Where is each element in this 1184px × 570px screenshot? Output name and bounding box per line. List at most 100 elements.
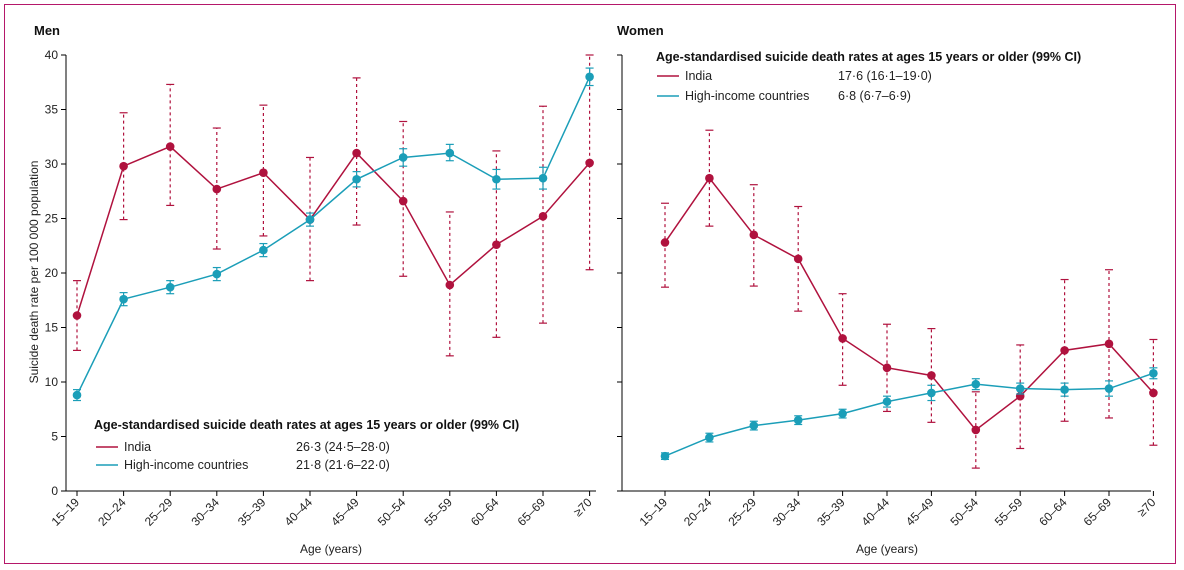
women-x-tick-label: 55–59 <box>992 495 1026 529</box>
women-hic-point <box>1015 384 1025 393</box>
men-y-tick-label: 35 <box>45 103 59 117</box>
men-x-tick-label: 55–59 <box>421 495 455 529</box>
men-india-point <box>72 311 82 320</box>
men-x-axis-label: Age (years) <box>300 542 362 556</box>
women-hic-point <box>749 421 759 430</box>
women-hic-point <box>882 397 892 406</box>
men-y-tick-label: 25 <box>45 212 59 226</box>
men-y-tick-label: 15 <box>45 321 59 335</box>
men-hic-point <box>72 390 82 400</box>
men-hic-point <box>305 215 315 224</box>
men-x-tick-label: 15–19 <box>49 495 83 529</box>
women-india-point <box>793 254 803 264</box>
men-india-point <box>585 158 594 168</box>
men-india-point <box>212 184 222 194</box>
women-plot: 15–19 20–24 25–29 30–34 35–39 40–44 45–49 50–54… <box>617 54 1159 529</box>
men-india-point <box>352 148 361 158</box>
women-hic-point <box>660 451 670 461</box>
men-india-line <box>76 145 591 316</box>
men-y-tick-label: 40 <box>45 48 59 62</box>
plot-layer: 0 5 10 15 20 25 30 35 40 15–19 20–24 25–29 30–34 35–3… <box>45 48 1159 529</box>
women-hic-point <box>971 379 981 389</box>
women-x-tick-label: 35–39 <box>814 495 848 529</box>
men-y-tick-label: 5 <box>51 430 58 444</box>
men-legend: Age-standardised suicide death rates at … <box>94 418 519 472</box>
women-hic-point <box>927 388 936 398</box>
women-x-tick-label: 60–64 <box>1036 495 1070 529</box>
women-x-tick-label: 15–19 <box>637 495 671 529</box>
women-legend-india-name: India <box>685 69 712 83</box>
women-x-tick-label: 65–69 <box>1081 495 1115 529</box>
men-hic-point <box>538 173 548 183</box>
women-x-tick-label: 40–44 <box>859 495 893 529</box>
women-legend-india-value: 17·6 (16·1–19·0) <box>838 69 932 83</box>
men-legend-hic-value: 21·8 (21·6–22·0) <box>296 458 390 472</box>
men-y-tick-label: 20 <box>45 266 59 280</box>
women-hic-point <box>1104 384 1114 393</box>
women-legend-hic-value: 6·8 (6·7–6·9) <box>838 89 911 103</box>
men-panel-title: Men <box>34 23 60 38</box>
women-x-tick-label: ≥70 <box>1135 495 1159 519</box>
women-legend-title: Age-standardised suicide death rates at … <box>656 50 1081 64</box>
women-india-point <box>927 371 936 380</box>
women-legend: Age-standardised suicide death rates at … <box>656 50 1081 103</box>
men-hic-point <box>492 174 501 184</box>
women-india-point <box>882 363 892 373</box>
women-x-tick-label: 20–24 <box>681 495 715 529</box>
men-legend-india-value: 26·3 (24·5–28·0) <box>296 440 390 454</box>
men-india-point <box>119 161 128 171</box>
women-india-point <box>1060 346 1069 355</box>
men-hic-line <box>76 76 591 396</box>
men-hic-point <box>259 245 268 255</box>
men-x-tick-label: ≥70 <box>571 495 595 519</box>
men-x-tick-label: 45–49 <box>328 495 362 529</box>
men-x-tick-label: 40–44 <box>282 495 316 529</box>
women-india-point <box>705 173 714 183</box>
men-hic-point <box>119 294 128 304</box>
figure-frame <box>4 4 1176 564</box>
men-x-tick-label: 65–69 <box>515 495 549 529</box>
women-x-tick-label: 45–49 <box>903 495 937 529</box>
women-hic-point <box>1060 385 1069 394</box>
women-legend-hic-name: High-income countries <box>685 89 809 103</box>
men-x-tick-label: 20–24 <box>95 495 129 529</box>
women-india-point <box>1104 339 1114 349</box>
women-india-point <box>660 238 670 247</box>
men-india-point <box>445 280 455 290</box>
men-x-tick-label: 35–39 <box>235 495 269 529</box>
men-india-point <box>259 168 268 178</box>
women-hic-point <box>838 409 847 418</box>
men-plot: 0 5 10 15 20 25 30 35 40 15–19 20–24 25–29 30–34 35–3… <box>45 48 596 529</box>
men-india-point <box>492 240 501 249</box>
women-hic-point <box>705 433 714 442</box>
men-hic-point <box>585 72 594 82</box>
women-x-tick-label: 25–29 <box>725 495 759 529</box>
women-x-axis-label: Age (years) <box>856 542 918 556</box>
women-x-tick-label: 50–54 <box>947 495 981 529</box>
women-x-tick-label: 30–34 <box>770 495 804 529</box>
women-hic-point <box>793 415 803 425</box>
men-india-point <box>398 196 408 206</box>
women-india-line <box>664 176 1154 431</box>
women-india-point <box>971 425 981 435</box>
men-legend-hic-name: High-income countries <box>124 458 248 472</box>
women-india-point <box>749 230 759 240</box>
women-panel-title: Women <box>617 23 664 38</box>
men-hic-point <box>352 174 361 184</box>
men-y-tick-label: 0 <box>51 484 58 498</box>
men-hic-point <box>445 148 455 158</box>
women-india-point <box>838 334 847 343</box>
men-x-tick-label: 25–29 <box>142 495 176 529</box>
women-india-point <box>1149 388 1158 398</box>
men-y-tick-label: 30 <box>45 157 59 171</box>
men-india-point <box>538 212 548 221</box>
men-legend-title: Age-standardised suicide death rates at … <box>94 418 519 432</box>
men-legend-india-name: India <box>124 440 151 454</box>
women-hic-point <box>1149 368 1158 378</box>
men-hic-point <box>165 282 175 292</box>
men-india-point <box>165 142 175 151</box>
men-x-tick-label: 60–64 <box>468 495 502 529</box>
men-x-tick-label: 30–34 <box>188 495 222 529</box>
men-hic-point <box>212 269 222 279</box>
